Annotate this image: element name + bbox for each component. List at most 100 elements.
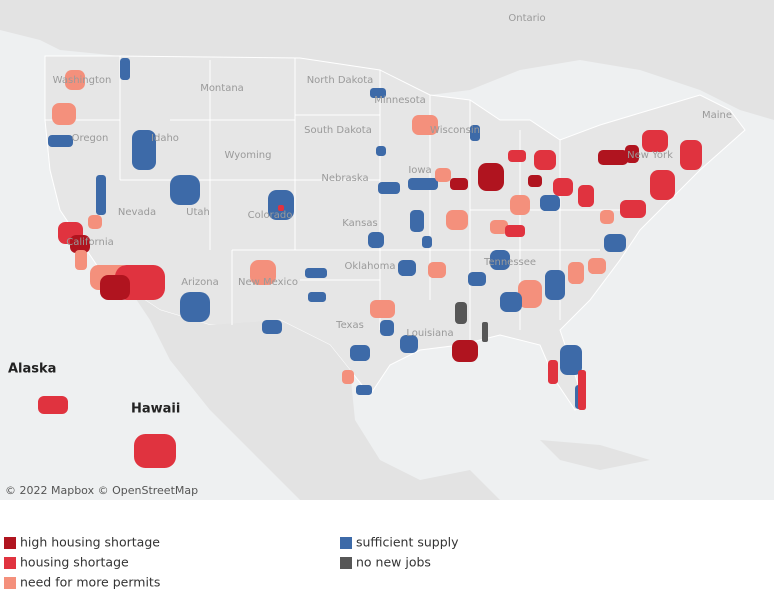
- metro-area: [482, 322, 488, 342]
- metro-area: [560, 345, 582, 375]
- legend-label: sufficient supply: [356, 535, 459, 550]
- metro-area: [446, 210, 468, 230]
- place-label: Minnesota: [374, 95, 426, 106]
- metro-area: [428, 262, 446, 278]
- metro-area: [48, 135, 73, 147]
- metro-area: [578, 370, 586, 410]
- mexico: [130, 290, 500, 500]
- metro-area: [545, 270, 565, 300]
- inset-label: Alaska: [8, 362, 56, 377]
- metro-area: [408, 178, 438, 190]
- metro-area: [600, 210, 614, 224]
- place-label: South Dakota: [304, 125, 372, 136]
- metro-area: [370, 88, 386, 98]
- metro-area: [490, 220, 508, 234]
- metro-area: [604, 234, 626, 252]
- metro-area: [412, 115, 438, 135]
- metro-area: [680, 140, 702, 170]
- metro-area: [500, 292, 522, 312]
- metro-area: [510, 195, 530, 215]
- place-label: Oregon: [72, 133, 109, 144]
- place-label: New York: [627, 150, 673, 161]
- metro-area: [370, 300, 395, 318]
- place-label: Idaho: [151, 133, 179, 144]
- place-label: Washington: [53, 75, 112, 86]
- metro-area: [588, 258, 606, 274]
- place-label: Oklahoma: [345, 261, 396, 272]
- metro-area: [52, 103, 76, 125]
- place-label: California: [66, 237, 114, 248]
- metro-area: [368, 232, 384, 248]
- legend-swatch: [4, 557, 16, 569]
- metro-area: [452, 340, 478, 362]
- metro-area: [625, 145, 639, 163]
- place-label: Maine: [702, 110, 732, 121]
- place-label: Montana: [200, 83, 244, 94]
- place-label: Wyoming: [225, 150, 272, 161]
- legend-panel: [0, 500, 774, 594]
- metro-area: [65, 70, 85, 90]
- place-label: Colorado: [248, 210, 293, 221]
- legend-swatch: [340, 557, 352, 569]
- metro-area: [132, 130, 156, 170]
- metro-area: [548, 360, 558, 384]
- metro-area: [568, 262, 584, 284]
- place-label: Kansas: [342, 218, 377, 229]
- metro-area: [100, 275, 130, 300]
- metro-area: [455, 302, 467, 324]
- attribution: © 2022 Mapbox © OpenStreetMap: [5, 484, 198, 497]
- cuba: [540, 440, 650, 470]
- metro-area: [75, 250, 87, 270]
- metro-area: [180, 292, 210, 322]
- metro-area: [478, 163, 504, 191]
- place-label: Wisconsin: [430, 125, 480, 136]
- metro-area: [450, 178, 468, 190]
- metro-area: [650, 170, 675, 200]
- legend-label: no new jobs: [356, 555, 431, 570]
- metro-area: [88, 215, 102, 229]
- metro-area: [70, 235, 90, 253]
- place-label: New Mexico: [238, 277, 298, 288]
- metro-area: [508, 150, 526, 162]
- metro-area: [170, 175, 200, 205]
- metro-area: [356, 385, 372, 395]
- legend-label: high housing shortage: [20, 535, 160, 550]
- metro-areas: [38, 58, 702, 468]
- metro-area: [505, 225, 525, 237]
- place-label: Nebraska: [321, 173, 368, 184]
- legend-swatch: [4, 577, 16, 589]
- metro-area: [308, 292, 326, 302]
- metro-area: [380, 320, 394, 336]
- metro-area: [120, 58, 130, 80]
- metro-area: [278, 205, 284, 211]
- metro-area: [398, 260, 416, 276]
- metro-area: [378, 182, 400, 194]
- place-label: Louisiana: [406, 328, 453, 339]
- place-label: Ontario: [508, 13, 545, 24]
- metro-area: [342, 370, 354, 384]
- metro-area: [250, 260, 276, 285]
- canada: [0, 0, 774, 120]
- metro-area: [642, 130, 668, 152]
- metro-area: [376, 146, 386, 156]
- inset-label: Hawaii: [131, 402, 180, 417]
- legend-swatch: [340, 537, 352, 549]
- metro-area: [598, 150, 628, 165]
- metro-area: [422, 236, 432, 248]
- metro-area: [490, 250, 510, 270]
- metro-area: [305, 268, 327, 278]
- legend-label: housing shortage: [20, 555, 129, 570]
- metro-area: [410, 210, 424, 232]
- metro-area: [468, 272, 486, 286]
- metro-area: [518, 280, 542, 308]
- place-label: Nevada: [118, 207, 156, 218]
- metro-area: [578, 185, 594, 207]
- place-label: Utah: [186, 207, 210, 218]
- metro-area: [528, 175, 542, 187]
- place-label: North Dakota: [307, 75, 374, 86]
- metro-area: [96, 175, 106, 215]
- metro-area: [620, 200, 646, 218]
- metro-area: [262, 320, 282, 334]
- metro-area: [540, 195, 560, 211]
